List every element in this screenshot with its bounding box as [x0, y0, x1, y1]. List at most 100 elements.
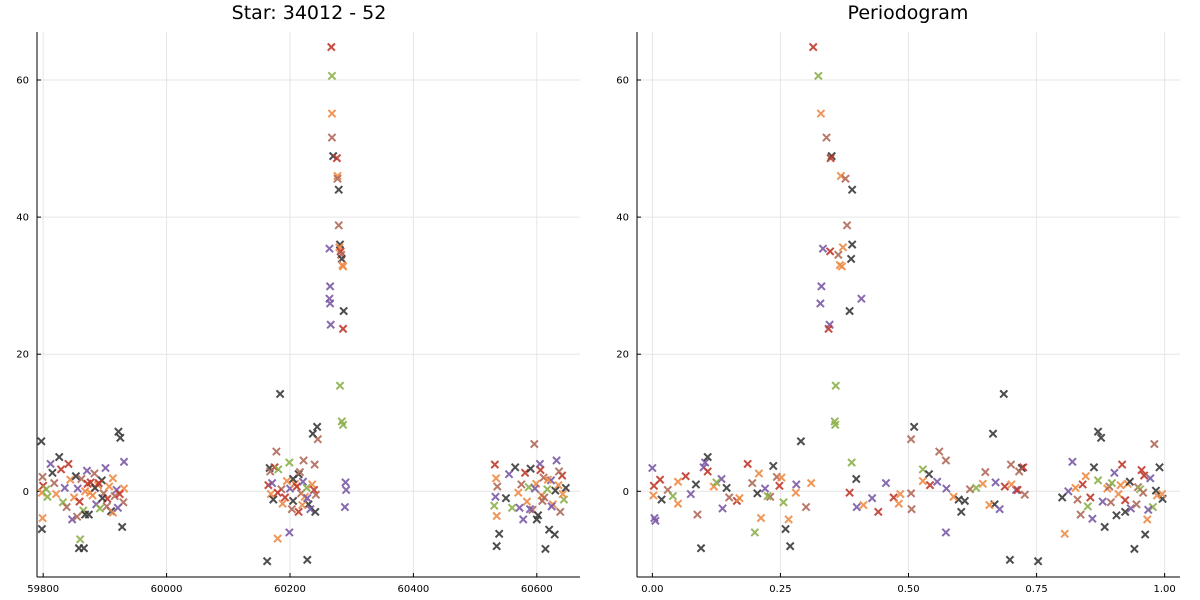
- data-point-marker: [1098, 497, 1107, 506]
- data-point-marker: [338, 420, 348, 430]
- data-point-marker: [1060, 529, 1070, 539]
- data-point-marker: [71, 471, 81, 481]
- data-point-marker: [673, 499, 683, 508]
- data-point-marker: [312, 422, 322, 432]
- data-point-marker: [491, 473, 501, 483]
- data-point-marker: [932, 477, 942, 487]
- data-point-marker: [1148, 502, 1158, 512]
- data-point-marker: [113, 503, 123, 513]
- x-tick-label: 60200: [274, 584, 306, 595]
- data-point-marker: [310, 507, 320, 517]
- data-point-marker: [837, 262, 847, 271]
- chart-title: Periodogram: [848, 2, 969, 24]
- data-point-marker: [66, 475, 75, 484]
- y-tick-label: 40: [16, 213, 29, 224]
- data-point-marker: [1089, 463, 1099, 472]
- data-point-marker: [1139, 471, 1149, 480]
- data-point-marker: [834, 250, 843, 260]
- data-point-marker: [335, 240, 345, 249]
- data-point-marker: [1064, 487, 1073, 496]
- data-point-marker: [906, 434, 916, 444]
- data-point-marker: [818, 244, 828, 253]
- data-point-marker: [117, 522, 127, 532]
- data-point-marker: [816, 109, 826, 118]
- data-point-marker: [73, 484, 83, 493]
- data-point-marker: [1107, 478, 1117, 488]
- data-point-marker: [806, 478, 816, 488]
- data-point-marker: [1120, 495, 1130, 505]
- data-point-marker: [777, 473, 786, 482]
- data-point-marker: [83, 479, 92, 489]
- data-point-marker: [673, 477, 683, 487]
- data-point-marker: [1114, 489, 1123, 499]
- data-point-marker: [768, 461, 778, 471]
- data-point-marker: [272, 447, 281, 456]
- data-point-marker: [325, 244, 334, 253]
- data-point-marker: [294, 507, 303, 517]
- data-point-marker: [655, 475, 665, 484]
- data-point-marker: [817, 282, 826, 291]
- data-point-marker: [1000, 482, 1010, 491]
- data-point-marker: [285, 528, 294, 537]
- x-tick-label: 0.50: [897, 584, 919, 595]
- data-point-marker: [1005, 555, 1015, 565]
- data-point-marker: [906, 489, 916, 498]
- data-point-marker: [847, 185, 857, 194]
- data-point-marker: [995, 504, 1004, 514]
- data-point-marker: [703, 452, 712, 462]
- data-point-marker: [909, 422, 919, 432]
- data-point-marker: [822, 133, 831, 142]
- x-tick-label: 59800: [27, 584, 59, 595]
- data-point-marker: [532, 515, 542, 524]
- data-point-marker: [756, 513, 766, 523]
- data-point-marker: [340, 502, 350, 512]
- data-point-marker: [1071, 483, 1080, 493]
- data-point-marker: [334, 221, 344, 230]
- periodogram-panel: Periodogram 0.00 0.25 0.50 0.75 1.00 0 20 40 60: [616, 2, 1180, 595]
- data-point-marker: [1086, 493, 1095, 502]
- data-point-marker: [282, 476, 292, 486]
- data-point-marker: [520, 468, 530, 478]
- data-point-marker: [826, 153, 835, 163]
- data-point-marker: [1068, 457, 1077, 467]
- data-point-marker: [830, 420, 840, 430]
- y-tick-label: 0: [623, 487, 629, 498]
- y-tick-label: 20: [16, 350, 29, 361]
- data-point-marker: [62, 502, 71, 512]
- data-point-marker: [842, 221, 852, 230]
- chart-title: Star: 34012 - 52: [232, 2, 387, 24]
- data-point-marker: [335, 381, 345, 391]
- data-point-marker: [69, 493, 79, 502]
- data-point-marker: [845, 306, 854, 316]
- x-tick-label: 1.00: [1153, 584, 1175, 595]
- data-point-marker: [325, 282, 335, 291]
- data-point-marker: [918, 476, 928, 486]
- data-point-marker: [302, 493, 312, 503]
- data-point-marker: [269, 495, 278, 504]
- data-point-marker: [956, 507, 966, 517]
- y-tick-label: 60: [616, 75, 629, 86]
- data-point-marker: [79, 543, 89, 553]
- data-point-marker: [784, 515, 793, 524]
- data-point-marker: [1088, 514, 1097, 524]
- data-point-marker: [542, 484, 552, 494]
- data-point-marker: [37, 524, 47, 534]
- data-point-marker: [517, 480, 526, 489]
- data-point-marker: [1096, 433, 1106, 443]
- data-point-marker: [1157, 489, 1167, 499]
- data-point-marker: [309, 485, 319, 495]
- data-point-marker: [709, 482, 719, 491]
- data-point-marker: [298, 500, 307, 510]
- data-point-marker: [539, 473, 548, 482]
- data-point-marker: [326, 320, 336, 330]
- data-point-marker: [341, 485, 351, 495]
- data-point-marker: [115, 433, 125, 443]
- data-point-marker: [991, 478, 1000, 487]
- data-point-marker: [852, 502, 862, 512]
- data-point-marker: [971, 483, 981, 493]
- data-point-marker: [327, 133, 337, 142]
- data-point-marker: [1130, 544, 1139, 554]
- data-point-marker: [686, 489, 696, 499]
- data-point-marker: [981, 467, 990, 477]
